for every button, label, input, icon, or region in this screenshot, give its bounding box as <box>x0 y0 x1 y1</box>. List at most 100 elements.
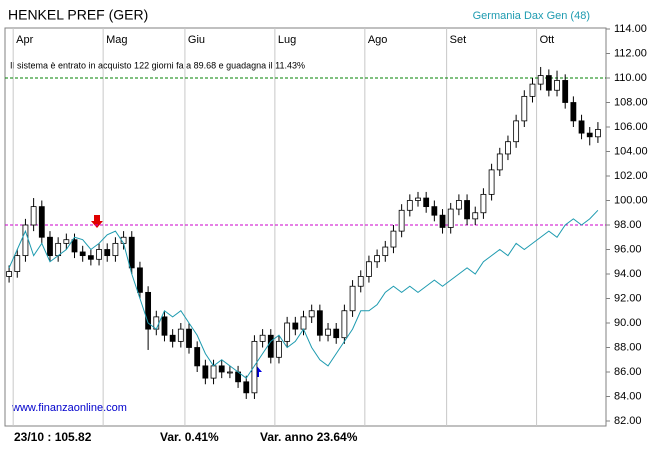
candle-body <box>488 169 495 195</box>
candle-body <box>595 129 601 138</box>
x-tick-label: Mag <box>106 34 127 46</box>
candle-body <box>243 381 250 394</box>
candle-body <box>267 334 274 358</box>
candle-body <box>300 316 307 330</box>
candle-body <box>104 249 111 257</box>
y-tick-label: 88.00 <box>614 341 642 353</box>
candle-body <box>570 102 577 122</box>
y-tick-label: 98.00 <box>614 219 642 231</box>
candle-body <box>96 249 102 260</box>
candle-body <box>521 95 528 122</box>
candle-body <box>210 365 217 379</box>
candle-body <box>554 80 560 91</box>
x-tick-label: Apr <box>16 34 33 46</box>
candle-body <box>325 328 331 336</box>
candle-body <box>455 200 462 210</box>
candle-body <box>545 75 552 91</box>
y-tick-label: 100.00 <box>614 194 648 206</box>
candle-body <box>333 328 340 339</box>
y-tick-label: 90.00 <box>614 317 642 329</box>
candle-body <box>513 120 520 143</box>
candle-body <box>398 209 405 232</box>
candle-body <box>169 334 176 342</box>
chart-title: HENKEL PREF (GER) <box>8 7 148 23</box>
candle-body <box>439 214 446 228</box>
candle-body <box>22 224 29 257</box>
candle-body <box>292 322 299 330</box>
candle-body <box>586 132 593 138</box>
candle-body <box>137 267 143 293</box>
watermark: www.finanzaonline.com <box>11 402 127 414</box>
candle-body <box>14 255 21 272</box>
candle-body <box>251 340 258 394</box>
candle-body <box>128 236 135 269</box>
x-tick-label: Ago <box>368 34 388 46</box>
footer-var-year: Var. anno 23.64% <box>260 430 358 444</box>
y-tick-label: 86.00 <box>614 366 642 378</box>
candle-body <box>161 316 168 336</box>
candle-body <box>423 197 430 208</box>
candle-body <box>529 83 536 97</box>
y-tick-label: 114.00 <box>614 23 647 35</box>
candle-body <box>341 310 348 339</box>
candle-body <box>390 230 397 248</box>
y-tick-label: 92.00 <box>614 292 642 304</box>
candle-body <box>537 75 544 85</box>
candle-body <box>464 200 470 220</box>
candle-body <box>87 255 94 260</box>
x-tick-label: Ott <box>540 34 555 46</box>
candle-body <box>406 200 413 211</box>
candle-body <box>79 251 86 257</box>
y-tick-label: 94.00 <box>614 268 642 280</box>
candle-body <box>284 322 291 342</box>
overlay-line <box>8 209 599 379</box>
candle-body <box>71 239 78 253</box>
candle-body <box>415 197 421 201</box>
candle-body <box>38 206 45 238</box>
candle-body <box>30 206 37 226</box>
y-tick-label: 104.00 <box>614 145 648 157</box>
x-tick-label: Giu <box>188 34 205 46</box>
candle-body <box>562 80 569 103</box>
x-tick-label: Set <box>450 34 467 46</box>
candle-body <box>374 255 381 263</box>
legend-entry: Germania Dax Gen (48) <box>473 10 590 22</box>
candle-body <box>447 208 454 228</box>
candle-body <box>202 365 209 379</box>
candle-body <box>480 193 487 214</box>
candle-body <box>496 153 503 171</box>
candle-body <box>47 236 53 257</box>
candle-body <box>259 334 266 342</box>
candle-body <box>308 310 315 318</box>
candle-body <box>6 271 12 277</box>
y-tick-label: 108.00 <box>614 96 648 108</box>
candle-body <box>276 340 282 358</box>
y-tick-label: 82.00 <box>614 415 642 427</box>
candle-body <box>226 371 233 374</box>
y-tick-label: 110.00 <box>614 72 647 84</box>
x-tick-label: Lug <box>278 34 296 46</box>
candle-body <box>578 120 585 134</box>
candle-body <box>316 310 323 336</box>
sell-arrow <box>91 215 103 228</box>
y-tick-label: 84.00 <box>614 390 642 402</box>
candle-body <box>472 212 479 220</box>
candle-body <box>349 285 356 312</box>
candle-body <box>186 328 192 348</box>
candle-body <box>366 261 372 277</box>
candle-body <box>218 365 225 373</box>
candle-body <box>177 328 184 342</box>
y-tick-label: 96.00 <box>614 243 642 255</box>
footer-var: Var. 0.41% <box>160 430 219 444</box>
y-tick-label: 112.00 <box>614 47 647 59</box>
candle-body <box>63 239 70 244</box>
candle-body <box>357 276 364 287</box>
y-tick-label: 106.00 <box>614 121 648 133</box>
plot-frame <box>4 27 607 427</box>
candle-body <box>194 347 201 367</box>
candle-body <box>382 246 389 257</box>
y-tick-label: 102.00 <box>614 170 648 182</box>
candle-body <box>505 141 511 155</box>
footer-last: 23/10 : 105.82 <box>14 430 92 444</box>
